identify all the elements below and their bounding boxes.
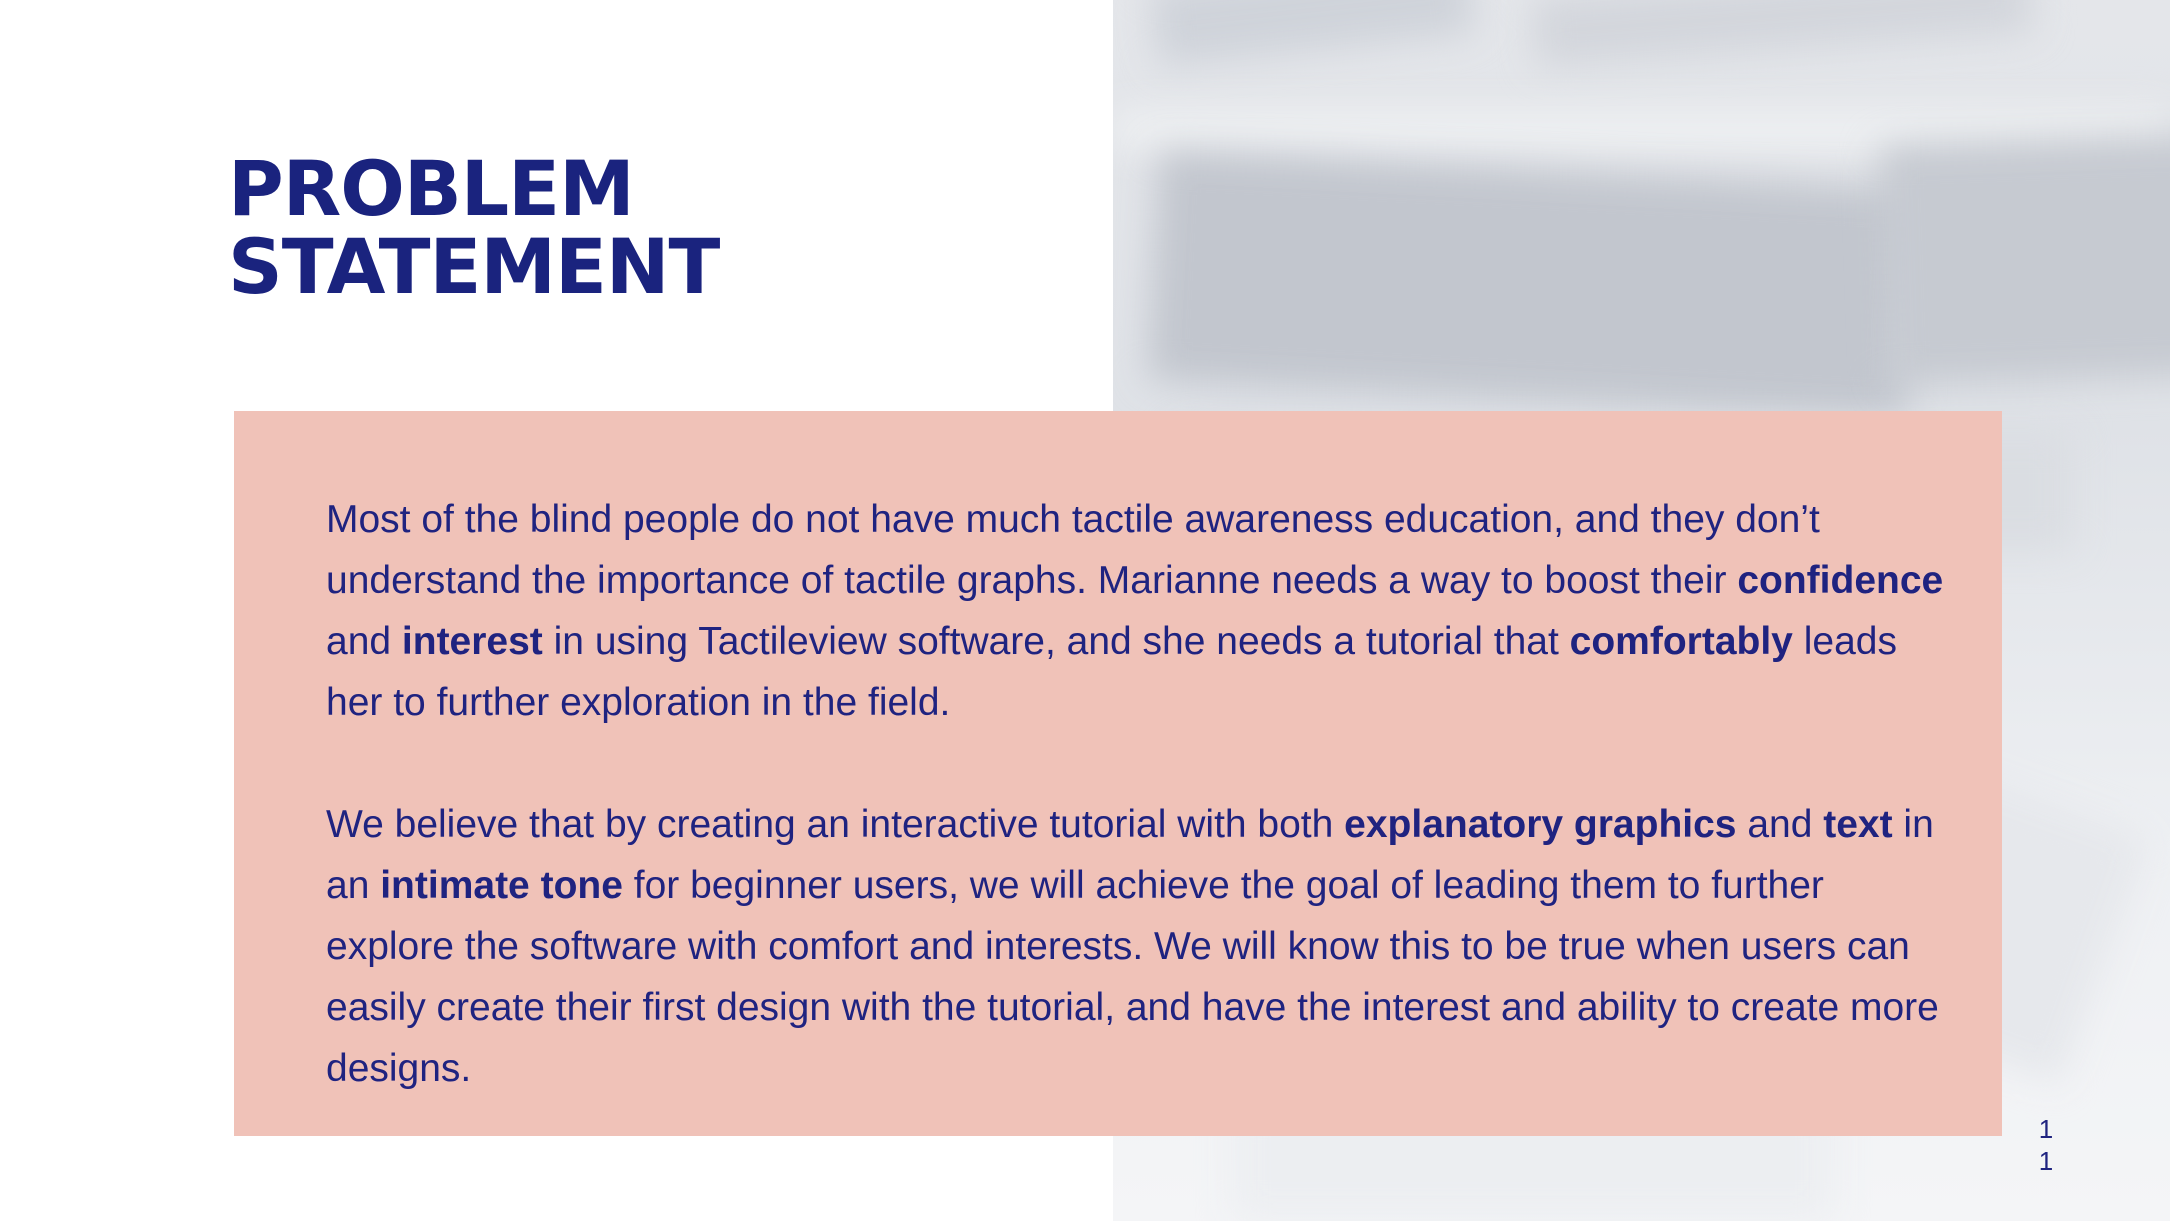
emphasis-text: intimate tone: [380, 864, 623, 907]
body-text: Most of the blind people do not have muc…: [326, 498, 1820, 602]
problem-statement-text: Most of the blind people do not have muc…: [326, 489, 1946, 1099]
body-text: and: [1736, 803, 1824, 846]
slide-title-line-1: PROBLEM: [228, 144, 635, 233]
problem-statement-card: Most of the blind people do not have muc…: [234, 411, 2002, 1136]
slide-title: PROBLEM STATEMENT: [228, 144, 720, 311]
emphasis-text: confidence: [1737, 559, 1944, 602]
body-text: We believe that by creating an interacti…: [326, 803, 1345, 846]
slide-title-line-2: STATEMENT: [228, 222, 720, 311]
body-text: for beginner users, we will achieve the …: [326, 864, 1939, 1090]
emphasis-text: interest: [401, 620, 543, 663]
body-text: in an: [326, 803, 1934, 907]
emphasis-text: explanatory graphics: [1344, 803, 1737, 846]
page-number: 11: [2038, 1114, 2054, 1176]
paragraph-1: Most of the blind people do not have muc…: [326, 489, 1946, 733]
body-text: leads her to further exploration in the …: [326, 620, 1897, 724]
emphasis-text: comfortably: [1569, 620, 1793, 663]
body-text: in using Tactileview software, and she n…: [542, 620, 1570, 663]
emphasis-text: text: [1823, 803, 1893, 846]
paragraph-2: We believe that by creating an interacti…: [326, 794, 1946, 1099]
body-text: and: [326, 620, 402, 663]
